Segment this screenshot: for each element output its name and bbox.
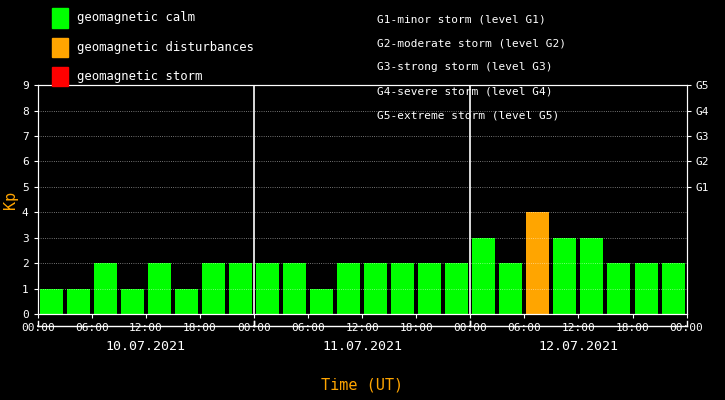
Text: 11.07.2021: 11.07.2021 <box>322 340 402 352</box>
Bar <box>445 263 468 314</box>
Text: 12.07.2021: 12.07.2021 <box>539 340 618 352</box>
Text: geomagnetic storm: geomagnetic storm <box>77 70 202 83</box>
Bar <box>175 288 198 314</box>
Bar <box>581 238 603 314</box>
Text: G5-extreme storm (level G5): G5-extreme storm (level G5) <box>377 110 559 120</box>
Text: Time (UT): Time (UT) <box>321 377 404 392</box>
Bar <box>418 263 442 314</box>
Bar <box>634 263 658 314</box>
Bar <box>283 263 306 314</box>
Bar <box>337 263 360 314</box>
Text: geomagnetic disturbances: geomagnetic disturbances <box>77 41 254 54</box>
Bar <box>94 263 117 314</box>
Bar <box>202 263 225 314</box>
Bar <box>67 288 90 314</box>
Bar <box>662 263 684 314</box>
Bar <box>229 263 252 314</box>
Text: G1-minor storm (level G1): G1-minor storm (level G1) <box>377 14 546 24</box>
Bar <box>256 263 279 314</box>
Bar <box>121 288 144 314</box>
Bar <box>310 288 333 314</box>
Bar <box>364 263 387 314</box>
Bar <box>526 212 550 314</box>
Bar <box>472 238 495 314</box>
Text: G3-strong storm (level G3): G3-strong storm (level G3) <box>377 62 552 72</box>
Text: 10.07.2021: 10.07.2021 <box>106 340 186 352</box>
Bar <box>40 288 62 314</box>
Bar <box>608 263 631 314</box>
Text: G4-severe storm (level G4): G4-severe storm (level G4) <box>377 86 552 96</box>
Text: geomagnetic calm: geomagnetic calm <box>77 12 195 24</box>
Bar <box>392 263 414 314</box>
Bar <box>553 238 576 314</box>
Bar <box>148 263 171 314</box>
Text: G2-moderate storm (level G2): G2-moderate storm (level G2) <box>377 38 566 48</box>
Y-axis label: Kp: Kp <box>3 190 17 209</box>
Bar <box>500 263 522 314</box>
